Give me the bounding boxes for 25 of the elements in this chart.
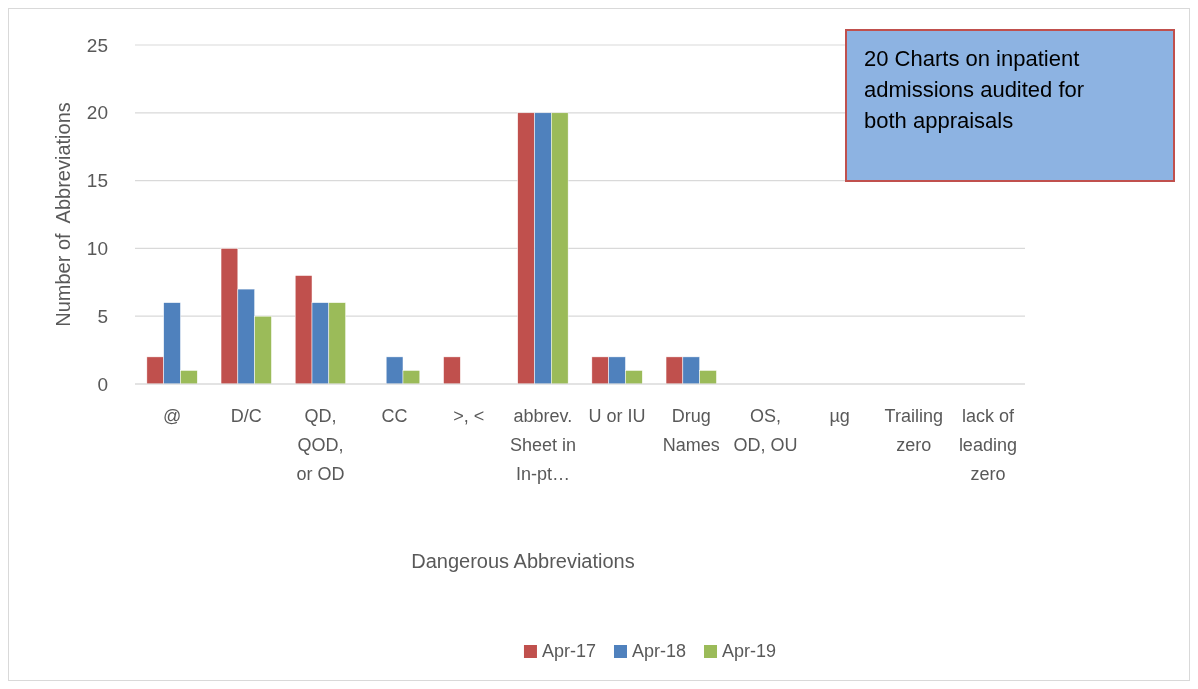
x-tick-label: CC bbox=[381, 406, 408, 426]
y-tick-label: 20 bbox=[86, 102, 108, 124]
y-tick-label: 0 bbox=[97, 373, 108, 395]
x-tick-label: OS, OD, OU bbox=[733, 406, 798, 455]
x-tick-label: µg bbox=[829, 406, 850, 426]
legend-label: Apr-18 bbox=[631, 641, 687, 661]
y-tick-label: 10 bbox=[86, 238, 108, 260]
x-tick-label: Drug Names bbox=[662, 406, 720, 455]
x-tick-label: D/C bbox=[230, 406, 262, 426]
y-tick-label: 15 bbox=[86, 170, 108, 192]
bar bbox=[443, 356, 461, 385]
x-tick-label: QD, QOD, or OD bbox=[296, 406, 345, 484]
legend-label: Apr-19 bbox=[722, 641, 777, 661]
annotation: 20 Charts on inpatient admissions audited for both appraisals bbox=[864, 46, 1085, 133]
x-tick-label: U or IU bbox=[588, 406, 646, 426]
x-tick-label: lack of leading zero bbox=[958, 406, 1017, 484]
y-axis-title: Number of Abbreviations bbox=[52, 102, 74, 327]
y-tick-label: 5 bbox=[97, 305, 108, 327]
x-axis-title: Dangerous Abbreviations bbox=[411, 550, 635, 572]
x-tick-label: @ bbox=[162, 406, 182, 426]
legend-label: Apr-17 bbox=[541, 641, 596, 661]
x-tick-label: >, < bbox=[453, 406, 485, 426]
y-tick-label: 25 bbox=[86, 34, 108, 56]
x-tick-label: abbrev. Sheet in In-pt… bbox=[509, 406, 576, 484]
x-tick-label: Trailing zero bbox=[884, 406, 943, 455]
